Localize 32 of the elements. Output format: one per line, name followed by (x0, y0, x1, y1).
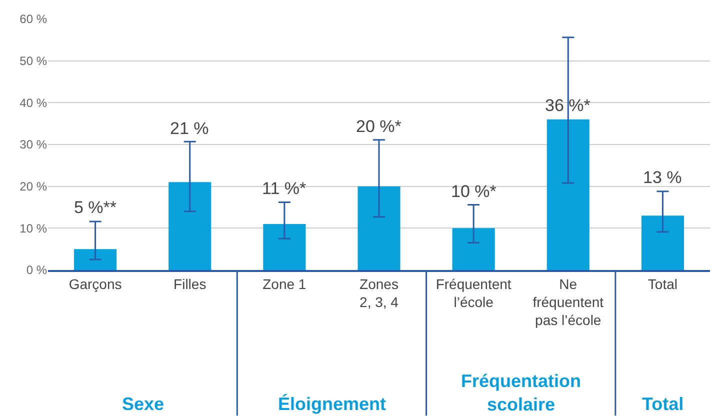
data-label: 21 % (170, 119, 209, 138)
data-label: 20 %* (356, 117, 402, 136)
bar (546, 119, 590, 270)
y-tick-label: 60 % (20, 12, 48, 26)
x-tick-label: Fréquentent l’école (436, 276, 512, 310)
bar (452, 228, 495, 270)
text: Sexe (122, 394, 164, 414)
text: Éloignement (278, 394, 386, 414)
y-tick-label: 30 % (20, 138, 48, 152)
text: Total (642, 394, 684, 414)
x-tick-label: Filles (174, 276, 206, 292)
data-label: 11 %* (262, 179, 306, 198)
bar (641, 216, 684, 270)
x-tick-label: Garçons (68, 276, 122, 292)
data-label: 10 %* (451, 182, 497, 201)
bar (263, 224, 306, 270)
bar (168, 182, 212, 270)
data-label: 36 %* (545, 96, 591, 115)
x-tick-label: Total (648, 276, 678, 292)
y-tick-label: 0 % (26, 263, 48, 278)
y-tick-label: 40 % (20, 96, 48, 110)
x-tick-label: Zones 2, 3, 4 (360, 276, 399, 310)
bar (74, 249, 117, 270)
y-tick-label: 10 % (20, 221, 48, 236)
bar (358, 186, 400, 270)
data-label: 13 % (643, 168, 682, 187)
y-tick-label: 20 % (20, 180, 48, 194)
data-label: 5 %** (74, 198, 117, 217)
y-tick-label: 50 % (20, 54, 48, 68)
text: Fréquentation scolaire (461, 371, 581, 414)
x-tick-label: Ne fréquentent pas l’école (532, 276, 604, 328)
x-tick-label: Zone 1 (262, 276, 306, 292)
